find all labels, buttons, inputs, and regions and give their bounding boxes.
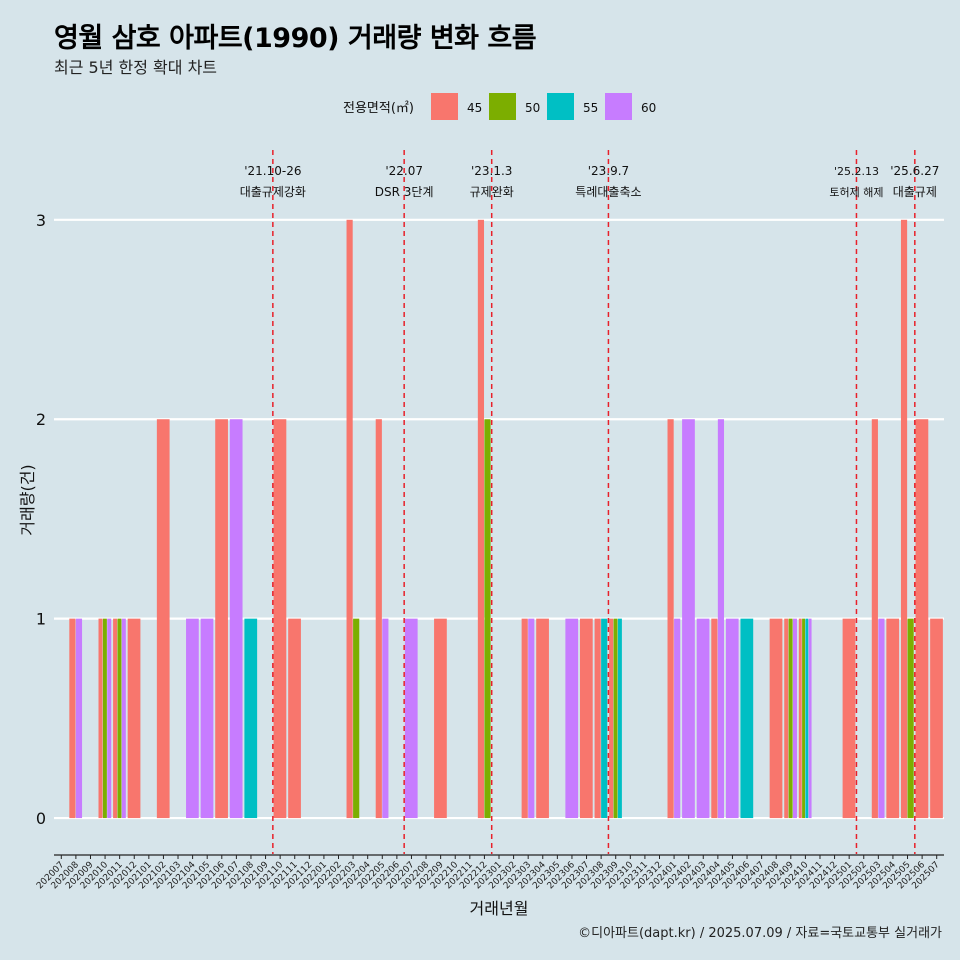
bar-202011-45 xyxy=(113,618,118,819)
annotation-date-3: '23.9.7 xyxy=(588,164,629,178)
y-tick-label-1: 1 xyxy=(36,610,46,629)
bar-202010-60 xyxy=(107,618,112,819)
chart-subtitle: 최근 5년 한정 확대 차트 xyxy=(54,58,218,77)
annotation-date-5: '25.6.27 xyxy=(890,164,939,178)
x-axis-title: 거래년월 xyxy=(470,899,529,918)
bar-202409-50 xyxy=(788,618,793,819)
bar-202504-45 xyxy=(886,618,900,819)
annotation-label-0: 대출규제강화 xyxy=(240,185,306,199)
bar-202010-45 xyxy=(98,618,103,819)
bar-202108-55 xyxy=(244,618,258,819)
legend-swatch-45 xyxy=(431,93,458,120)
bar-202408-45 xyxy=(769,618,783,819)
legend-label-50: 50 xyxy=(525,101,540,115)
annotation-label-3: 특례대출축소 xyxy=(575,185,641,199)
bar-202008-60 xyxy=(75,618,83,819)
bar-202503-45 xyxy=(871,419,878,819)
bar-202212-50 xyxy=(484,419,491,819)
bar-202203-45 xyxy=(346,219,353,819)
bar-202105-60 xyxy=(200,618,214,819)
bar-202107-60 xyxy=(229,419,243,819)
annotation-label-2: 규제완화 xyxy=(470,185,514,199)
bar-202404-45 xyxy=(711,618,718,819)
bar-202309-50 xyxy=(613,618,618,819)
bar-202303-45 xyxy=(521,618,528,819)
y-tick-label-0: 0 xyxy=(36,809,46,828)
legend-label-45: 45 xyxy=(467,101,482,115)
bar-202501-45 xyxy=(842,618,856,819)
bar-202507-45 xyxy=(930,618,943,819)
legend-title: 전용면적(㎡) xyxy=(343,101,414,116)
bar-202307-45 xyxy=(579,618,593,819)
bar-202403-60 xyxy=(696,618,710,819)
bar-202306-60 xyxy=(565,618,579,819)
bar-202404-60 xyxy=(717,419,725,819)
y-tick-label-3: 3 xyxy=(36,211,46,230)
bar-202409-60 xyxy=(792,618,797,819)
bar-202304-45 xyxy=(536,618,549,819)
bar-202505-45 xyxy=(900,219,908,819)
bar-202203-50 xyxy=(353,618,360,819)
bar-202012-45 xyxy=(127,618,141,819)
bar-202008-45 xyxy=(69,618,76,819)
bar-202402-60 xyxy=(682,419,695,819)
legend-swatch-50 xyxy=(489,93,516,120)
bar-202010-50 xyxy=(102,618,107,819)
bar-202401-60 xyxy=(674,618,681,819)
chart-title: 영월 삼호 아파트(1990) 거래량 변화 흐름 xyxy=(54,23,537,54)
bar-202011-50 xyxy=(117,618,122,819)
bar-202410-50 xyxy=(802,618,805,819)
bar-202110-45 xyxy=(273,419,287,819)
annotation-date-2: '23.1.3 xyxy=(471,164,512,178)
bar-202406-55 xyxy=(740,618,754,819)
annotation-label-1: DSR 3단계 xyxy=(375,185,434,199)
bar-202309-45 xyxy=(609,618,614,819)
bar-202205-60 xyxy=(382,618,389,819)
bar-202209-45 xyxy=(434,618,447,819)
annotation-date-0: '21.10-26 xyxy=(244,164,301,178)
annotation-label-4: 토허제 해제 xyxy=(829,185,883,199)
y-tick-label-2: 2 xyxy=(36,410,46,429)
bar-202505-50 xyxy=(907,618,914,819)
source-caption: ©디아파트(dapt.kr) / 2025.07.09 / 자료=국토교통부 실… xyxy=(578,926,942,941)
annotation-date-4: '25.2.13 xyxy=(834,165,879,178)
legend-swatch-60 xyxy=(605,93,632,120)
legend-label-60: 60 xyxy=(641,101,656,115)
annotation-label-5: 대출규제 xyxy=(893,185,937,199)
y-axis-title: 거래량(건) xyxy=(18,464,37,535)
annotation-date-1: '22.07 xyxy=(385,164,423,178)
bars xyxy=(69,219,943,819)
bar-202506-45 xyxy=(915,419,929,819)
bar-202104-60 xyxy=(186,618,199,819)
bar-202409-45 xyxy=(784,618,789,819)
bar-202106-45 xyxy=(215,419,228,819)
bar-202011-60 xyxy=(121,618,126,819)
legend-swatch-55 xyxy=(547,93,574,120)
bar-202303-60 xyxy=(528,618,535,819)
bar-202401-45 xyxy=(667,419,674,819)
bar-202410-60 xyxy=(808,618,812,819)
bar-202111-45 xyxy=(288,618,301,819)
legend: 전용면적(㎡) 45 50 55 60 xyxy=(343,93,656,120)
bar-202405-60 xyxy=(725,618,739,819)
bar-202205-45 xyxy=(375,419,382,819)
bar-202309-55 xyxy=(617,618,622,819)
legend-label-55: 55 xyxy=(583,101,598,115)
bar-202503-60 xyxy=(878,618,885,819)
bar-202410-55 xyxy=(805,618,809,819)
bar-202410-45 xyxy=(798,618,802,819)
bar-202308-55 xyxy=(601,618,608,819)
event-annotations: '21.10-26 대출규제강화 '22.07 DSR 3단계 '23.1.3 규제완화 '… xyxy=(240,150,939,854)
bar-202212-45 xyxy=(477,219,485,819)
bar-202207-60 xyxy=(404,618,418,819)
bar-202102-45 xyxy=(156,419,170,819)
bar-202308-45 xyxy=(594,618,601,819)
